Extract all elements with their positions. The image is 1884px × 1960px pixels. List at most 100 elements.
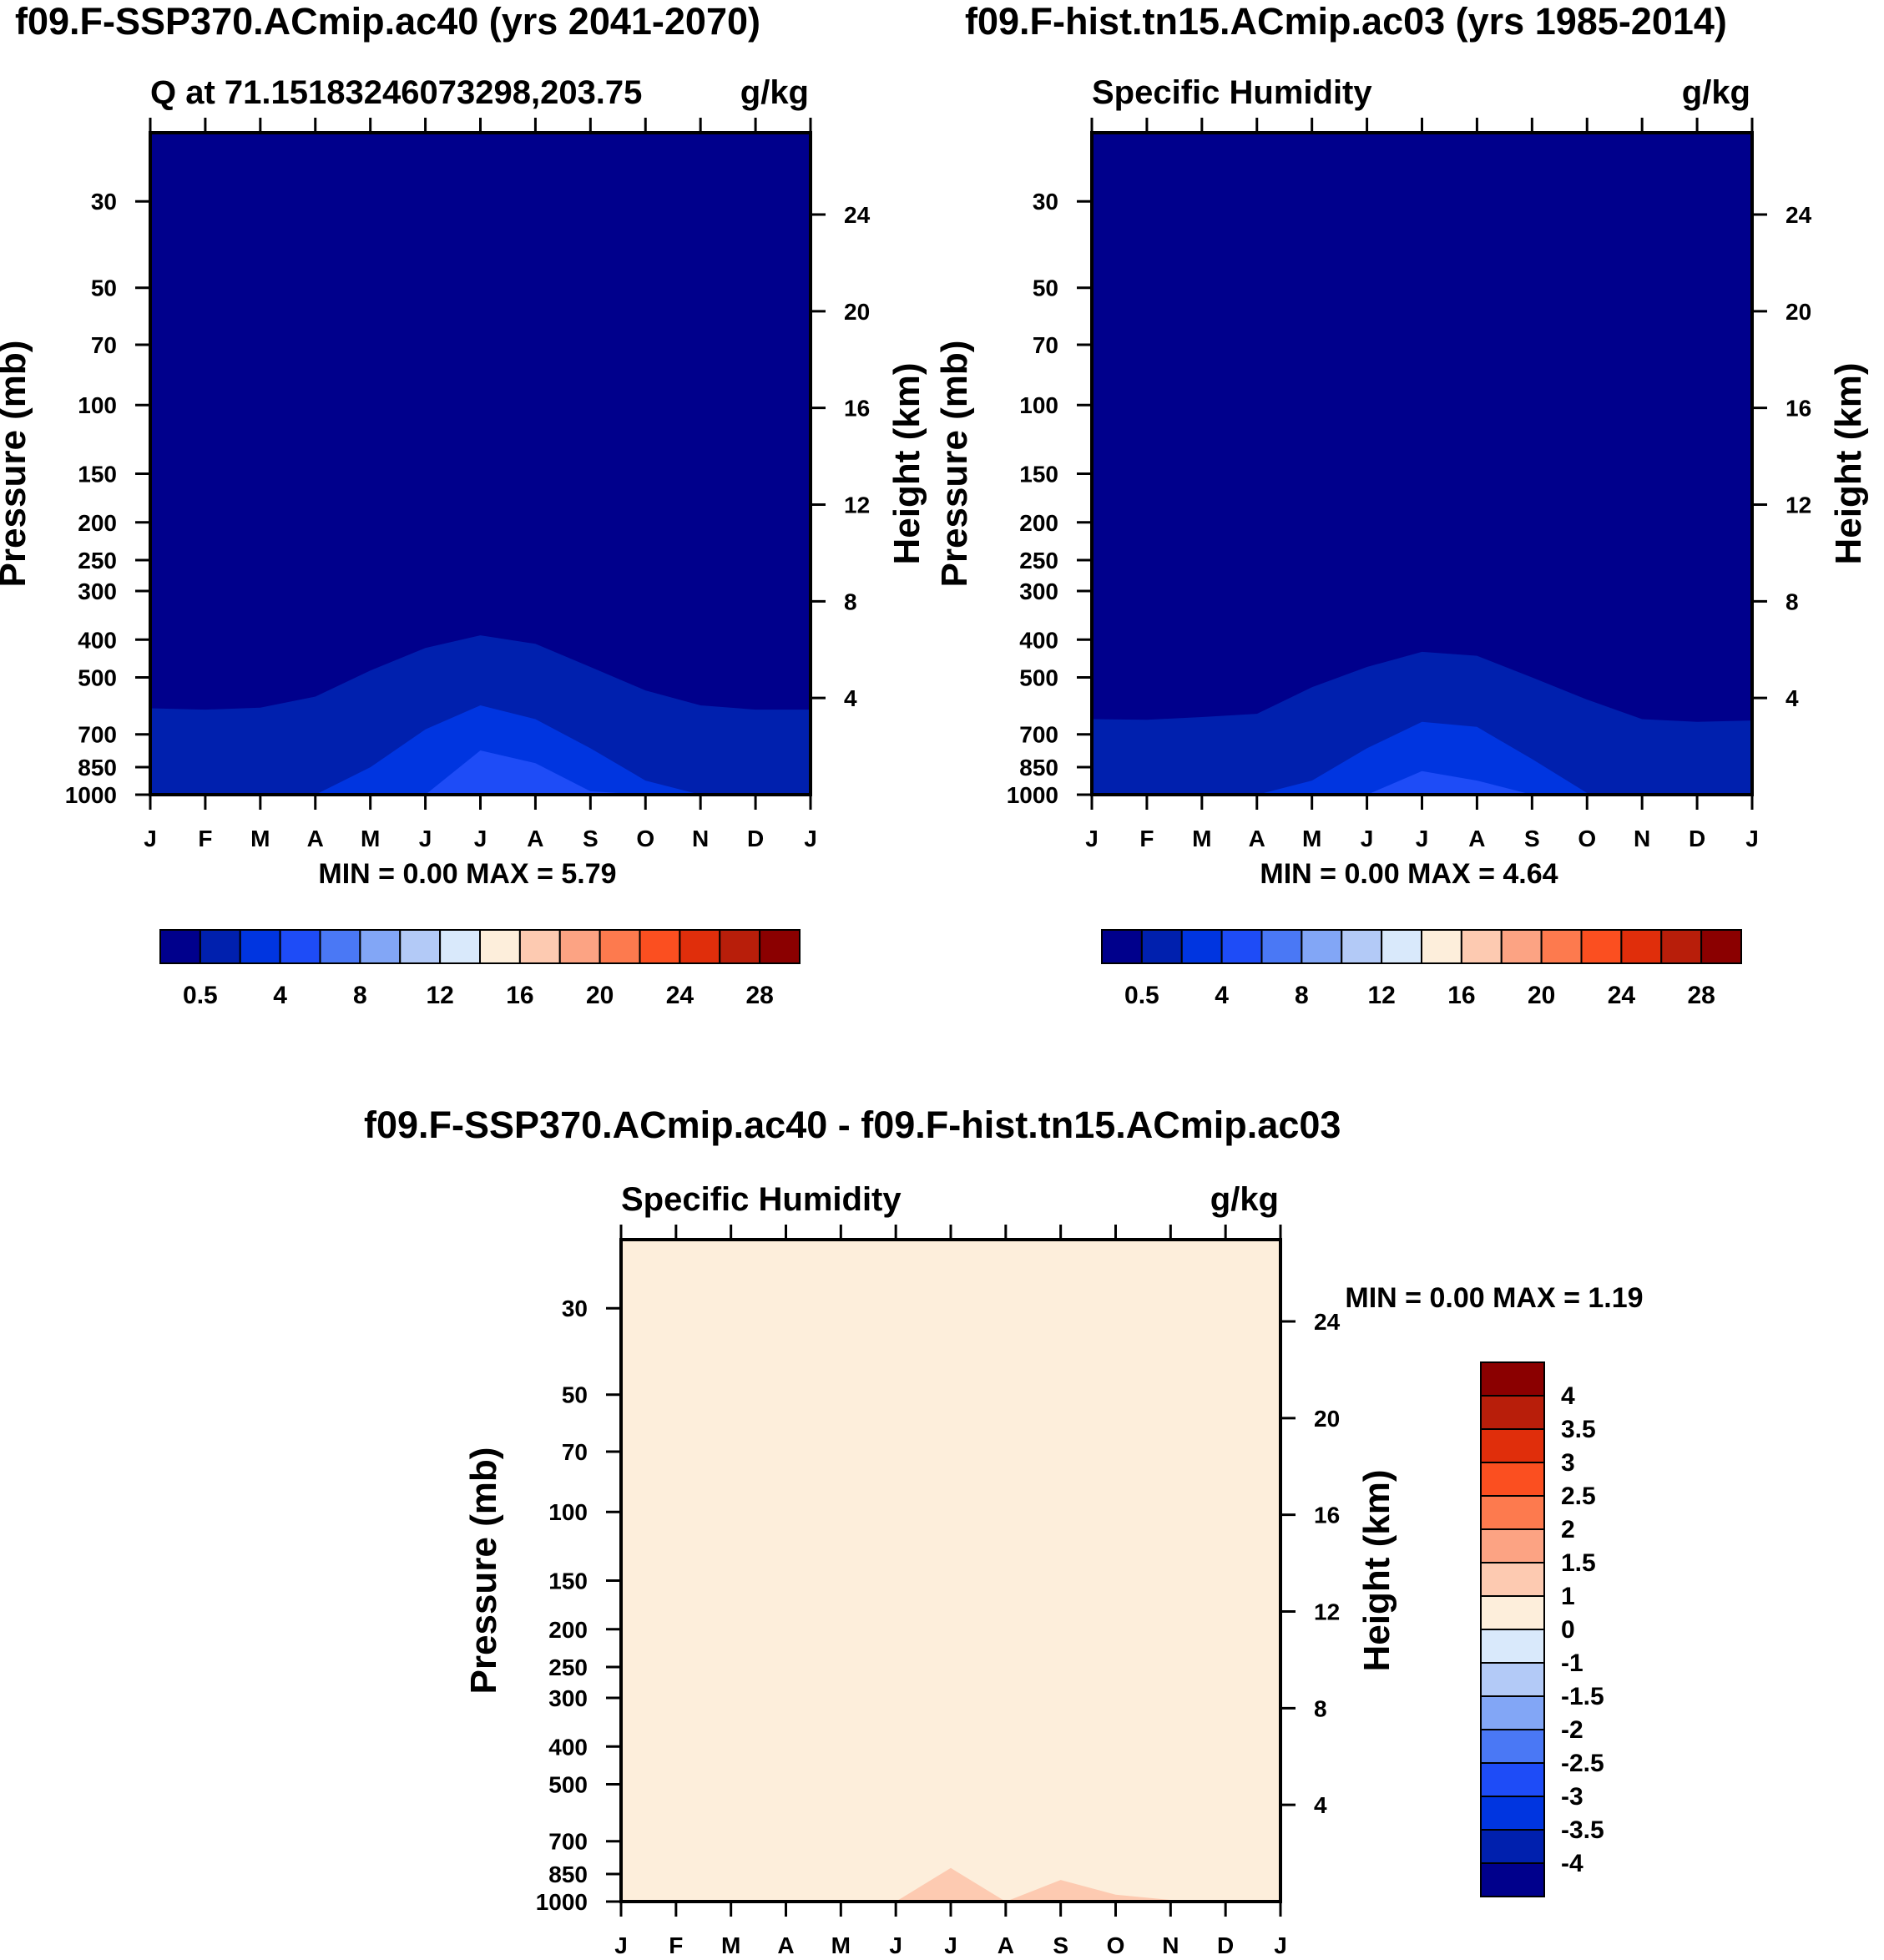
contour-background <box>621 1240 1280 1902</box>
colorbar-label: -4 <box>1561 1850 1583 1877</box>
x-tick-label: F <box>198 826 212 851</box>
y2-tick-label: 4 <box>1314 1792 1327 1818</box>
colorbar-label: -3 <box>1561 1783 1583 1811</box>
x-tick-label: F <box>1139 826 1154 851</box>
y-tick-label: 850 <box>78 755 117 780</box>
colorbar-label: 8 <box>1295 982 1309 1009</box>
colorbar-label: 20 <box>1528 982 1555 1009</box>
plot-left-title: Specific Humidity <box>1092 74 1372 111</box>
colorbar-label: 16 <box>506 982 533 1009</box>
x-tick-label: M <box>1302 826 1321 851</box>
y2-tick-label: 8 <box>844 589 857 614</box>
colorbar: 4 3.5 3 2.5 2 1.5 1 0 -1 -1.5 -2 -2.5 -3 -3.5 -4 <box>1480 1361 1604 1897</box>
x-tick-label: M <box>721 1932 740 1958</box>
y-tick-label: 200 <box>1019 510 1058 536</box>
x-tick-label: A <box>998 1932 1014 1958</box>
x-tick-label: J <box>1416 826 1429 851</box>
y-tick-label: 400 <box>1019 627 1058 653</box>
colorbar-box <box>1700 929 1742 964</box>
y-tick-label: 70 <box>91 332 117 358</box>
x-tick-label: S <box>1053 1932 1068 1958</box>
x-tick-label: J <box>474 826 487 851</box>
y-tick-label: 300 <box>548 1685 588 1711</box>
plot-left-title: Q at 71.15183246073298,203.75 <box>150 74 642 111</box>
x-tick-label: D <box>747 826 764 851</box>
colorbar-label: -1.5 <box>1561 1683 1604 1710</box>
y-tick-label: 500 <box>548 1771 588 1797</box>
colorbar-box <box>1480 1862 1545 1897</box>
colorbar-label: -2.5 <box>1561 1750 1604 1777</box>
contour-region-3 <box>1092 770 1752 795</box>
y2-tick-label: 20 <box>1314 1406 1340 1432</box>
colorbar-box <box>1620 929 1663 964</box>
x-tick-label: D <box>1689 826 1705 851</box>
x-tick-label: O <box>1107 1932 1125 1958</box>
y2-axis-label: Height (km) <box>1356 1470 1397 1672</box>
contour-region-2 <box>1092 721 1752 795</box>
colorbar-box <box>1480 1829 1545 1864</box>
y-tick-label: 700 <box>1019 722 1058 748</box>
y2-tick-label: 20 <box>844 299 870 325</box>
min-max-readout: MIN = 0.00 MAX = 1.19 <box>1345 1282 1643 1314</box>
colorbar-label: 8 <box>353 982 367 1009</box>
x-tick-label: J <box>1274 1932 1287 1958</box>
colorbar-box <box>558 929 601 964</box>
x-tick-label: A <box>1249 826 1265 851</box>
colorbar-label: 0.5 <box>183 982 218 1009</box>
y-tick-label: 100 <box>1019 392 1058 418</box>
colorbar-box <box>1480 1595 1545 1630</box>
y2-tick-label: 16 <box>844 396 870 422</box>
y2-tick-label: 8 <box>1786 589 1799 614</box>
y-tick-label: 30 <box>1033 189 1058 215</box>
colorbar-label: 2.5 <box>1561 1483 1596 1510</box>
colorbar-box <box>1660 929 1703 964</box>
colorbar-box <box>719 929 761 964</box>
y-tick-label: 200 <box>548 1617 588 1643</box>
min-max-readout: MIN = 0.00 MAX = 4.64 <box>1260 858 1558 890</box>
colorbar-label: 28 <box>745 982 773 1009</box>
x-tick-label: N <box>1634 826 1650 851</box>
y2-tick-label: 24 <box>844 202 871 228</box>
plot-units-title: g/kg <box>1682 74 1750 111</box>
y-tick-label: 30 <box>91 189 117 215</box>
colorbar-label: -2 <box>1561 1716 1583 1744</box>
colorbar-box <box>1480 1395 1545 1430</box>
colorbar-box <box>599 929 641 964</box>
colorbar-box <box>1101 929 1143 964</box>
contour-region-1 <box>621 1867 1280 1902</box>
colorbar-box <box>199 929 241 964</box>
y2-tick-label: 16 <box>1786 396 1811 422</box>
title-right: f09.F-hist.tn15.ACmip.ac03 (yrs 1985-201… <box>965 0 1727 43</box>
colorbar-box <box>479 929 521 964</box>
colorbar-box <box>1500 929 1543 964</box>
plot-units-title: g/kg <box>1210 1181 1279 1218</box>
colorbar-label: 12 <box>426 982 453 1009</box>
min-max-readout: MIN = 0.00 MAX = 5.79 <box>318 858 616 890</box>
y2-tick-label: 20 <box>1786 299 1811 325</box>
colorbar-label: 0 <box>1561 1616 1575 1644</box>
y-tick-label: 70 <box>562 1439 588 1465</box>
colorbar-label: 12 <box>1367 982 1395 1009</box>
y-tick-label: 250 <box>78 548 117 573</box>
colorbar-label: 28 <box>1687 982 1715 1009</box>
colorbar-box <box>639 929 681 964</box>
y-axis-label: Pressure (mb) <box>463 1447 504 1695</box>
colorbar-label: 24 <box>1608 982 1636 1009</box>
y-axis-label: Pressure (mb) <box>0 341 33 588</box>
y-tick-label: 150 <box>548 1568 588 1594</box>
contour-region-3 <box>150 750 811 795</box>
y-tick-label: 700 <box>548 1829 588 1855</box>
x-tick-label: O <box>636 826 654 851</box>
y-tick-label: 50 <box>91 275 117 301</box>
x-tick-label: D <box>1217 1932 1234 1958</box>
plot-units-title: g/kg <box>740 74 809 111</box>
y-tick-label: 300 <box>1019 578 1058 604</box>
colorbar-box <box>1260 929 1303 964</box>
y-tick-label: 700 <box>78 722 117 748</box>
colorbar-box <box>1480 1462 1545 1497</box>
y-tick-label: 70 <box>1033 332 1058 358</box>
x-tick-label: J <box>614 1932 628 1958</box>
x-tick-label: J <box>804 826 817 851</box>
y-tick-label: 250 <box>1019 548 1058 573</box>
x-tick-label: A <box>527 826 543 851</box>
